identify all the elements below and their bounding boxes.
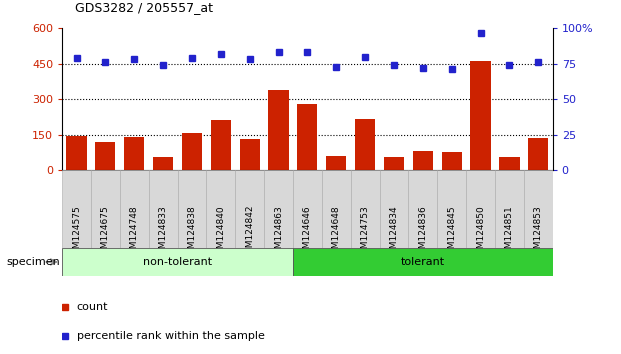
Bar bbox=[297, 104, 317, 170]
Bar bbox=[355, 119, 375, 170]
Text: percentile rank within the sample: percentile rank within the sample bbox=[77, 331, 265, 341]
Bar bbox=[148, 170, 178, 248]
Bar bbox=[322, 170, 351, 248]
Bar bbox=[268, 90, 289, 170]
Text: GSM124851: GSM124851 bbox=[505, 205, 514, 260]
Bar bbox=[471, 61, 491, 170]
Bar bbox=[326, 156, 347, 170]
Bar bbox=[466, 170, 495, 248]
Text: specimen: specimen bbox=[6, 257, 60, 267]
Bar bbox=[528, 138, 548, 170]
Bar bbox=[264, 170, 293, 248]
Bar bbox=[235, 170, 264, 248]
Text: GSM124748: GSM124748 bbox=[130, 205, 138, 259]
Bar bbox=[499, 157, 520, 170]
Text: GSM124838: GSM124838 bbox=[188, 205, 196, 260]
Text: GSM124840: GSM124840 bbox=[216, 205, 225, 259]
Bar bbox=[153, 157, 173, 170]
Bar bbox=[211, 120, 231, 170]
Bar bbox=[379, 170, 409, 248]
Bar bbox=[351, 170, 379, 248]
Text: count: count bbox=[77, 302, 108, 312]
Text: GSM124575: GSM124575 bbox=[72, 205, 81, 260]
Bar bbox=[206, 170, 235, 248]
Text: GDS3282 / 205557_at: GDS3282 / 205557_at bbox=[75, 1, 212, 14]
Bar bbox=[124, 137, 144, 170]
Text: GSM124833: GSM124833 bbox=[158, 205, 168, 260]
Bar bbox=[524, 170, 553, 248]
Bar bbox=[442, 152, 462, 170]
Bar bbox=[293, 170, 322, 248]
Bar bbox=[384, 157, 404, 170]
Bar bbox=[120, 170, 148, 248]
Bar bbox=[413, 151, 433, 170]
Text: GSM124853: GSM124853 bbox=[534, 205, 543, 260]
Bar bbox=[62, 170, 91, 248]
Bar bbox=[62, 248, 293, 276]
Text: tolerant: tolerant bbox=[401, 257, 445, 267]
Bar bbox=[91, 170, 120, 248]
Bar bbox=[495, 170, 524, 248]
Bar bbox=[293, 248, 553, 276]
Bar bbox=[409, 170, 437, 248]
Bar bbox=[66, 136, 86, 170]
Text: GSM124648: GSM124648 bbox=[332, 205, 341, 259]
Bar bbox=[437, 170, 466, 248]
Text: GSM124646: GSM124646 bbox=[303, 205, 312, 259]
Text: non-tolerant: non-tolerant bbox=[143, 257, 212, 267]
Text: GSM124845: GSM124845 bbox=[447, 205, 456, 259]
Text: GSM124836: GSM124836 bbox=[419, 205, 427, 260]
Bar bbox=[240, 139, 260, 170]
Bar bbox=[182, 133, 202, 170]
Bar bbox=[178, 170, 206, 248]
Text: GSM124850: GSM124850 bbox=[476, 205, 485, 260]
Text: GSM124834: GSM124834 bbox=[389, 205, 399, 259]
Bar bbox=[95, 142, 116, 170]
Text: GSM124842: GSM124842 bbox=[245, 205, 254, 259]
Text: GSM124675: GSM124675 bbox=[101, 205, 110, 260]
Text: GSM124863: GSM124863 bbox=[274, 205, 283, 260]
Text: GSM124753: GSM124753 bbox=[361, 205, 369, 260]
